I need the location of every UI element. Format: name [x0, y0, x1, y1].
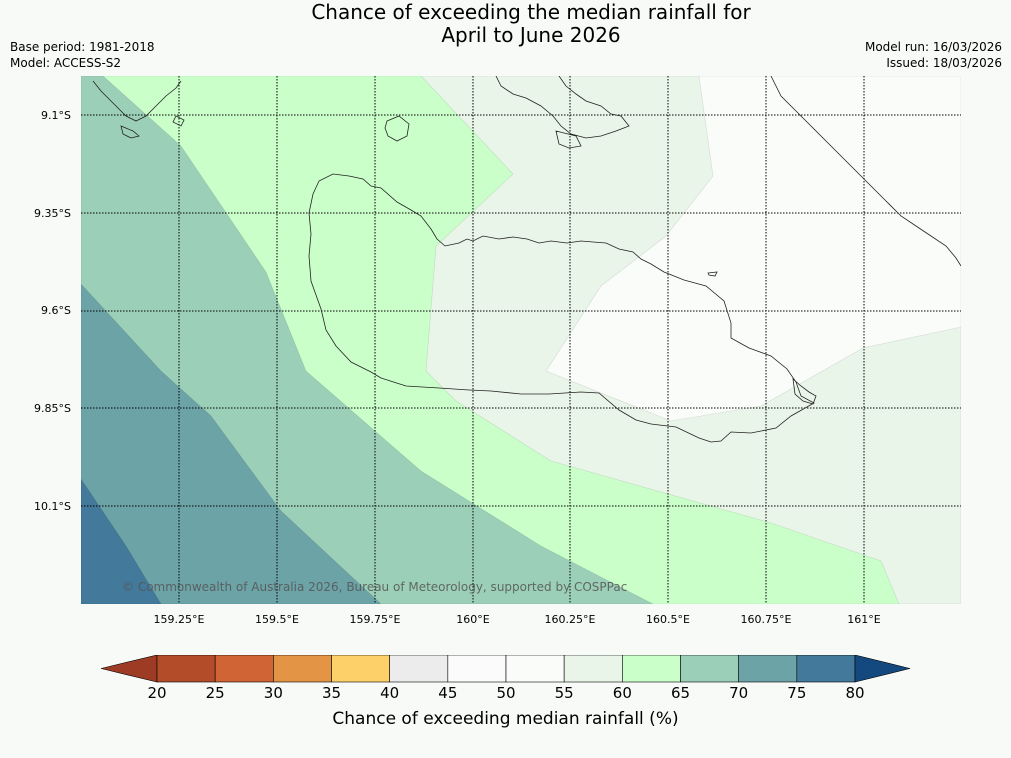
- colorbar-tick-label: 65: [670, 684, 691, 702]
- lon-label: 159.5°E: [255, 613, 299, 626]
- meta-right: Model run: 16/03/2026 Issued: 18/03/2026: [865, 39, 1002, 71]
- colorbar-label: Chance of exceeding median rainfall (%): [332, 709, 679, 729]
- lon-label: 160.75°E: [740, 613, 792, 626]
- rainfall-map[interactable]: [81, 76, 961, 604]
- title-line-1: Chance of exceeding the median rainfall …: [311, 0, 751, 24]
- lon-label: 159.75°E: [349, 613, 401, 626]
- colorbar-tick-label: 70: [729, 684, 749, 702]
- lat-label: 9.6°S: [41, 304, 71, 317]
- colorbar-under-arrow: [101, 655, 158, 683]
- coastline-savo-island: [384, 115, 410, 142]
- lon-label: 160°E: [456, 613, 490, 626]
- zone-70-75: [81, 283, 382, 604]
- meta-left: Base period: 1981-2018 Model: ACCESS-S2: [10, 39, 155, 71]
- colorbar-tick-label: 35: [321, 684, 342, 702]
- lat-label: 9.35°S: [34, 207, 71, 220]
- colorbar-box: [331, 655, 390, 683]
- coastline-russell-islands: [92, 80, 185, 139]
- issued-text: Issued: 18/03/2026: [886, 56, 1002, 70]
- colorbar-box: [796, 655, 856, 683]
- lat-label: 10.1°S: [34, 500, 71, 513]
- colorbar-box: [738, 655, 798, 683]
- colorbar-tick-label: 80: [845, 684, 865, 702]
- colorbar-box: [389, 655, 449, 683]
- coastline-marau-islets: [792, 377, 817, 405]
- colorbar-box: [156, 655, 216, 683]
- lat-label: 9.85°S: [34, 402, 71, 415]
- base-period-text: Base period: 1981-2018: [10, 40, 155, 54]
- colorbar-tick-label: 40: [380, 684, 400, 702]
- lon-label: 159.25°E: [153, 613, 205, 626]
- colorbar-tick-label: 30: [263, 684, 283, 702]
- model-text: Model: ACCESS-S2: [10, 56, 122, 70]
- model-run-text: Model run: 16/03/2026: [864, 40, 1002, 54]
- lon-label: 161°E: [847, 613, 881, 626]
- map-title: Chance of exceeding the median rainfall …: [0, 1, 1011, 47]
- colorbar-tick-label: 75: [787, 684, 807, 702]
- colorbar-tick-label: 60: [612, 684, 632, 702]
- colorbar: [101, 655, 911, 683]
- colorbar-box: [505, 655, 565, 683]
- coastline-malaita: [770, 76, 961, 267]
- colorbar-tick-label: 50: [496, 684, 516, 702]
- coastlines: [92, 76, 961, 443]
- colorbar-tick-label: 20: [147, 684, 167, 702]
- lat-label: 9.1°S: [41, 109, 71, 122]
- colorbar-boxes: [156, 655, 856, 683]
- colorbar-box: [214, 655, 274, 683]
- coastline-guadalcanal: [308, 173, 815, 443]
- colorbar-box: [273, 655, 332, 683]
- colorbar-tick-label: 45: [438, 684, 458, 702]
- colorbar-box: [447, 655, 507, 683]
- colorbar-tick-label: 25: [205, 684, 225, 702]
- map-area[interactable]: [81, 76, 961, 604]
- colorbar-over-arrow: [854, 655, 911, 683]
- coastline-small-island: [707, 271, 718, 277]
- title-line-2: April to June 2026: [441, 23, 621, 47]
- colorbar-box: [680, 655, 739, 683]
- colorbar-tick-label: 55: [554, 684, 574, 702]
- coastline-ngella-islands: [495, 76, 630, 149]
- colorbar-box: [622, 655, 681, 683]
- lon-label: 160.5°E: [646, 613, 690, 626]
- colorbar-box: [563, 655, 623, 683]
- lon-label: 160.25°E: [544, 613, 596, 626]
- graticule: [81, 76, 961, 604]
- zone-75-80: [81, 478, 162, 604]
- copyright-text: © Commonwealth of Australia 2026, Bureau…: [122, 580, 628, 594]
